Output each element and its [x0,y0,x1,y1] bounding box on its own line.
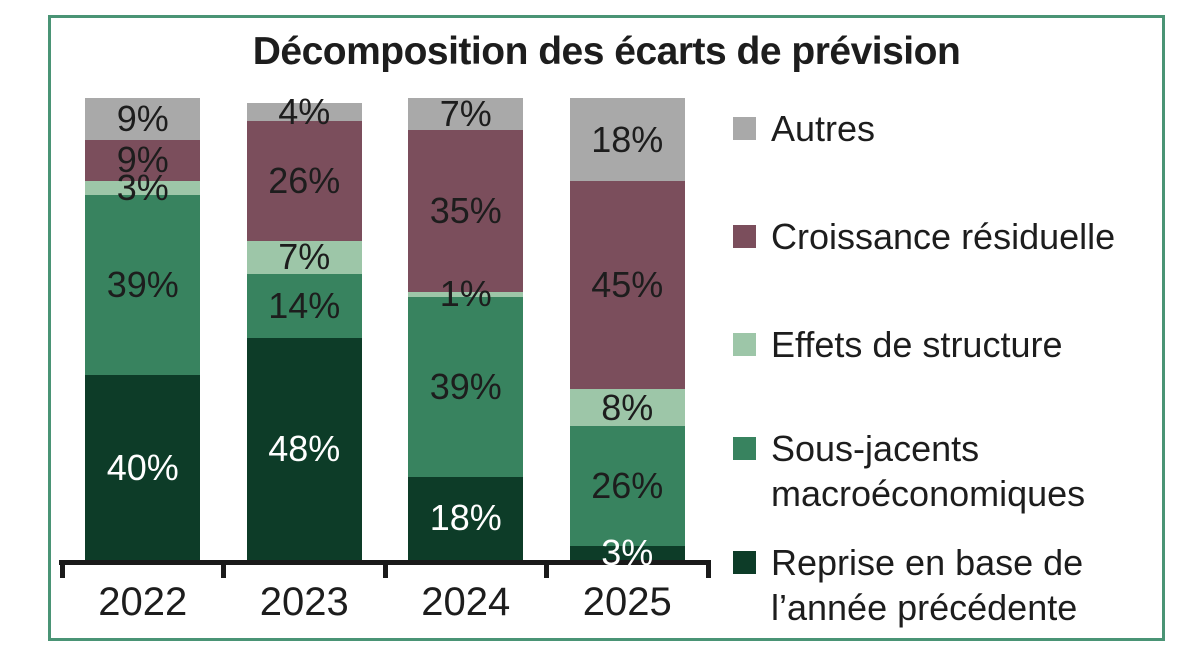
bar-value-label: 1% [439,273,492,315]
legend-swatch [733,333,756,356]
legend-swatch [733,551,756,574]
bar-value-label: 39% [429,365,502,407]
x-axis-tick [544,560,549,578]
bar-value-label: 45% [591,264,664,306]
bar-value-label: 39% [106,264,179,306]
bar-value-label: 40% [106,446,179,488]
bar-value-label: 8% [601,386,654,428]
bar-value-label: 7% [439,93,492,135]
bar-segment: 39% [408,296,524,477]
legend-label: Effets de structure [771,324,1063,365]
legend-label: Croissance résiduelle [771,216,1116,257]
bar-value-label: 4% [278,90,331,132]
bar-segment: 39% [85,195,201,376]
legend-swatch [733,225,756,248]
bar-segment: 48% [246,338,362,560]
bar-value-label: 3% [601,532,654,574]
legend-label: Autres [771,108,876,149]
bar-segment: 7% [408,93,524,135]
bar-value-label: 9% [116,97,169,139]
legend-swatch [733,117,756,140]
bar-value-label: 48% [268,428,341,470]
bar-value-label: 35% [429,190,502,232]
x-axis-label: 2022 [98,580,188,624]
bar-value-label: 14% [268,284,341,326]
bar-segment: 3% [85,169,201,207]
bar-segment: 18% [569,98,685,182]
bar-value-label: 3% [116,167,169,209]
x-axis-tick [705,560,711,578]
x-axis-tick [221,560,226,578]
chart-title: Décomposition des écarts de prévision [252,30,961,73]
bar-value-label: 18% [429,497,502,539]
bar-segment: 7% [246,236,362,278]
x-axis-label: 2025 [582,580,672,624]
bar-segment: 8% [569,386,685,428]
legend-item: Reprise en base de l’année précédente [733,540,1083,630]
bar-segment: 40% [85,375,201,560]
legend-label: Sous-jacents macroéconomiques [771,428,1086,514]
bar-value-label: 18% [591,118,664,160]
bar-segment: 4% [246,92,362,130]
bar-segment: 18% [408,476,524,560]
bar-segment: 35% [408,130,524,293]
bar-segment: 45% [569,181,685,390]
bar-segment: 1% [408,275,524,313]
legend-item: Effets de structure [733,322,1062,367]
x-axis-label: 2023 [259,580,349,624]
legend-label: Reprise en base de l’année précédente [771,542,1084,628]
bar-value-label: 26% [268,160,341,202]
legend-item: Autres [733,106,875,151]
bar-value-label: 26% [591,465,664,507]
bar-segment: 9% [85,139,201,182]
legend-item: Sous-jacents macroéconomiques [733,426,1085,516]
bar-segment: 9% [85,97,201,140]
bar-segment: 26% [246,121,362,242]
legend-item: Croissance résiduelle [733,214,1115,259]
legend: Autres Croissance résiduelle Effets de str… [733,0,1173,668]
x-axis-tick [382,560,388,578]
legend-swatch [733,437,756,460]
x-axis-label: 2024 [421,580,511,624]
bar-value-label: 9% [116,139,169,181]
bar-value-label: 7% [278,236,331,278]
bar-segment: 3% [569,534,685,572]
bar-segment: 26% [569,426,685,547]
bar-segment: 14% [246,273,362,339]
x-axis-tick [59,560,65,578]
